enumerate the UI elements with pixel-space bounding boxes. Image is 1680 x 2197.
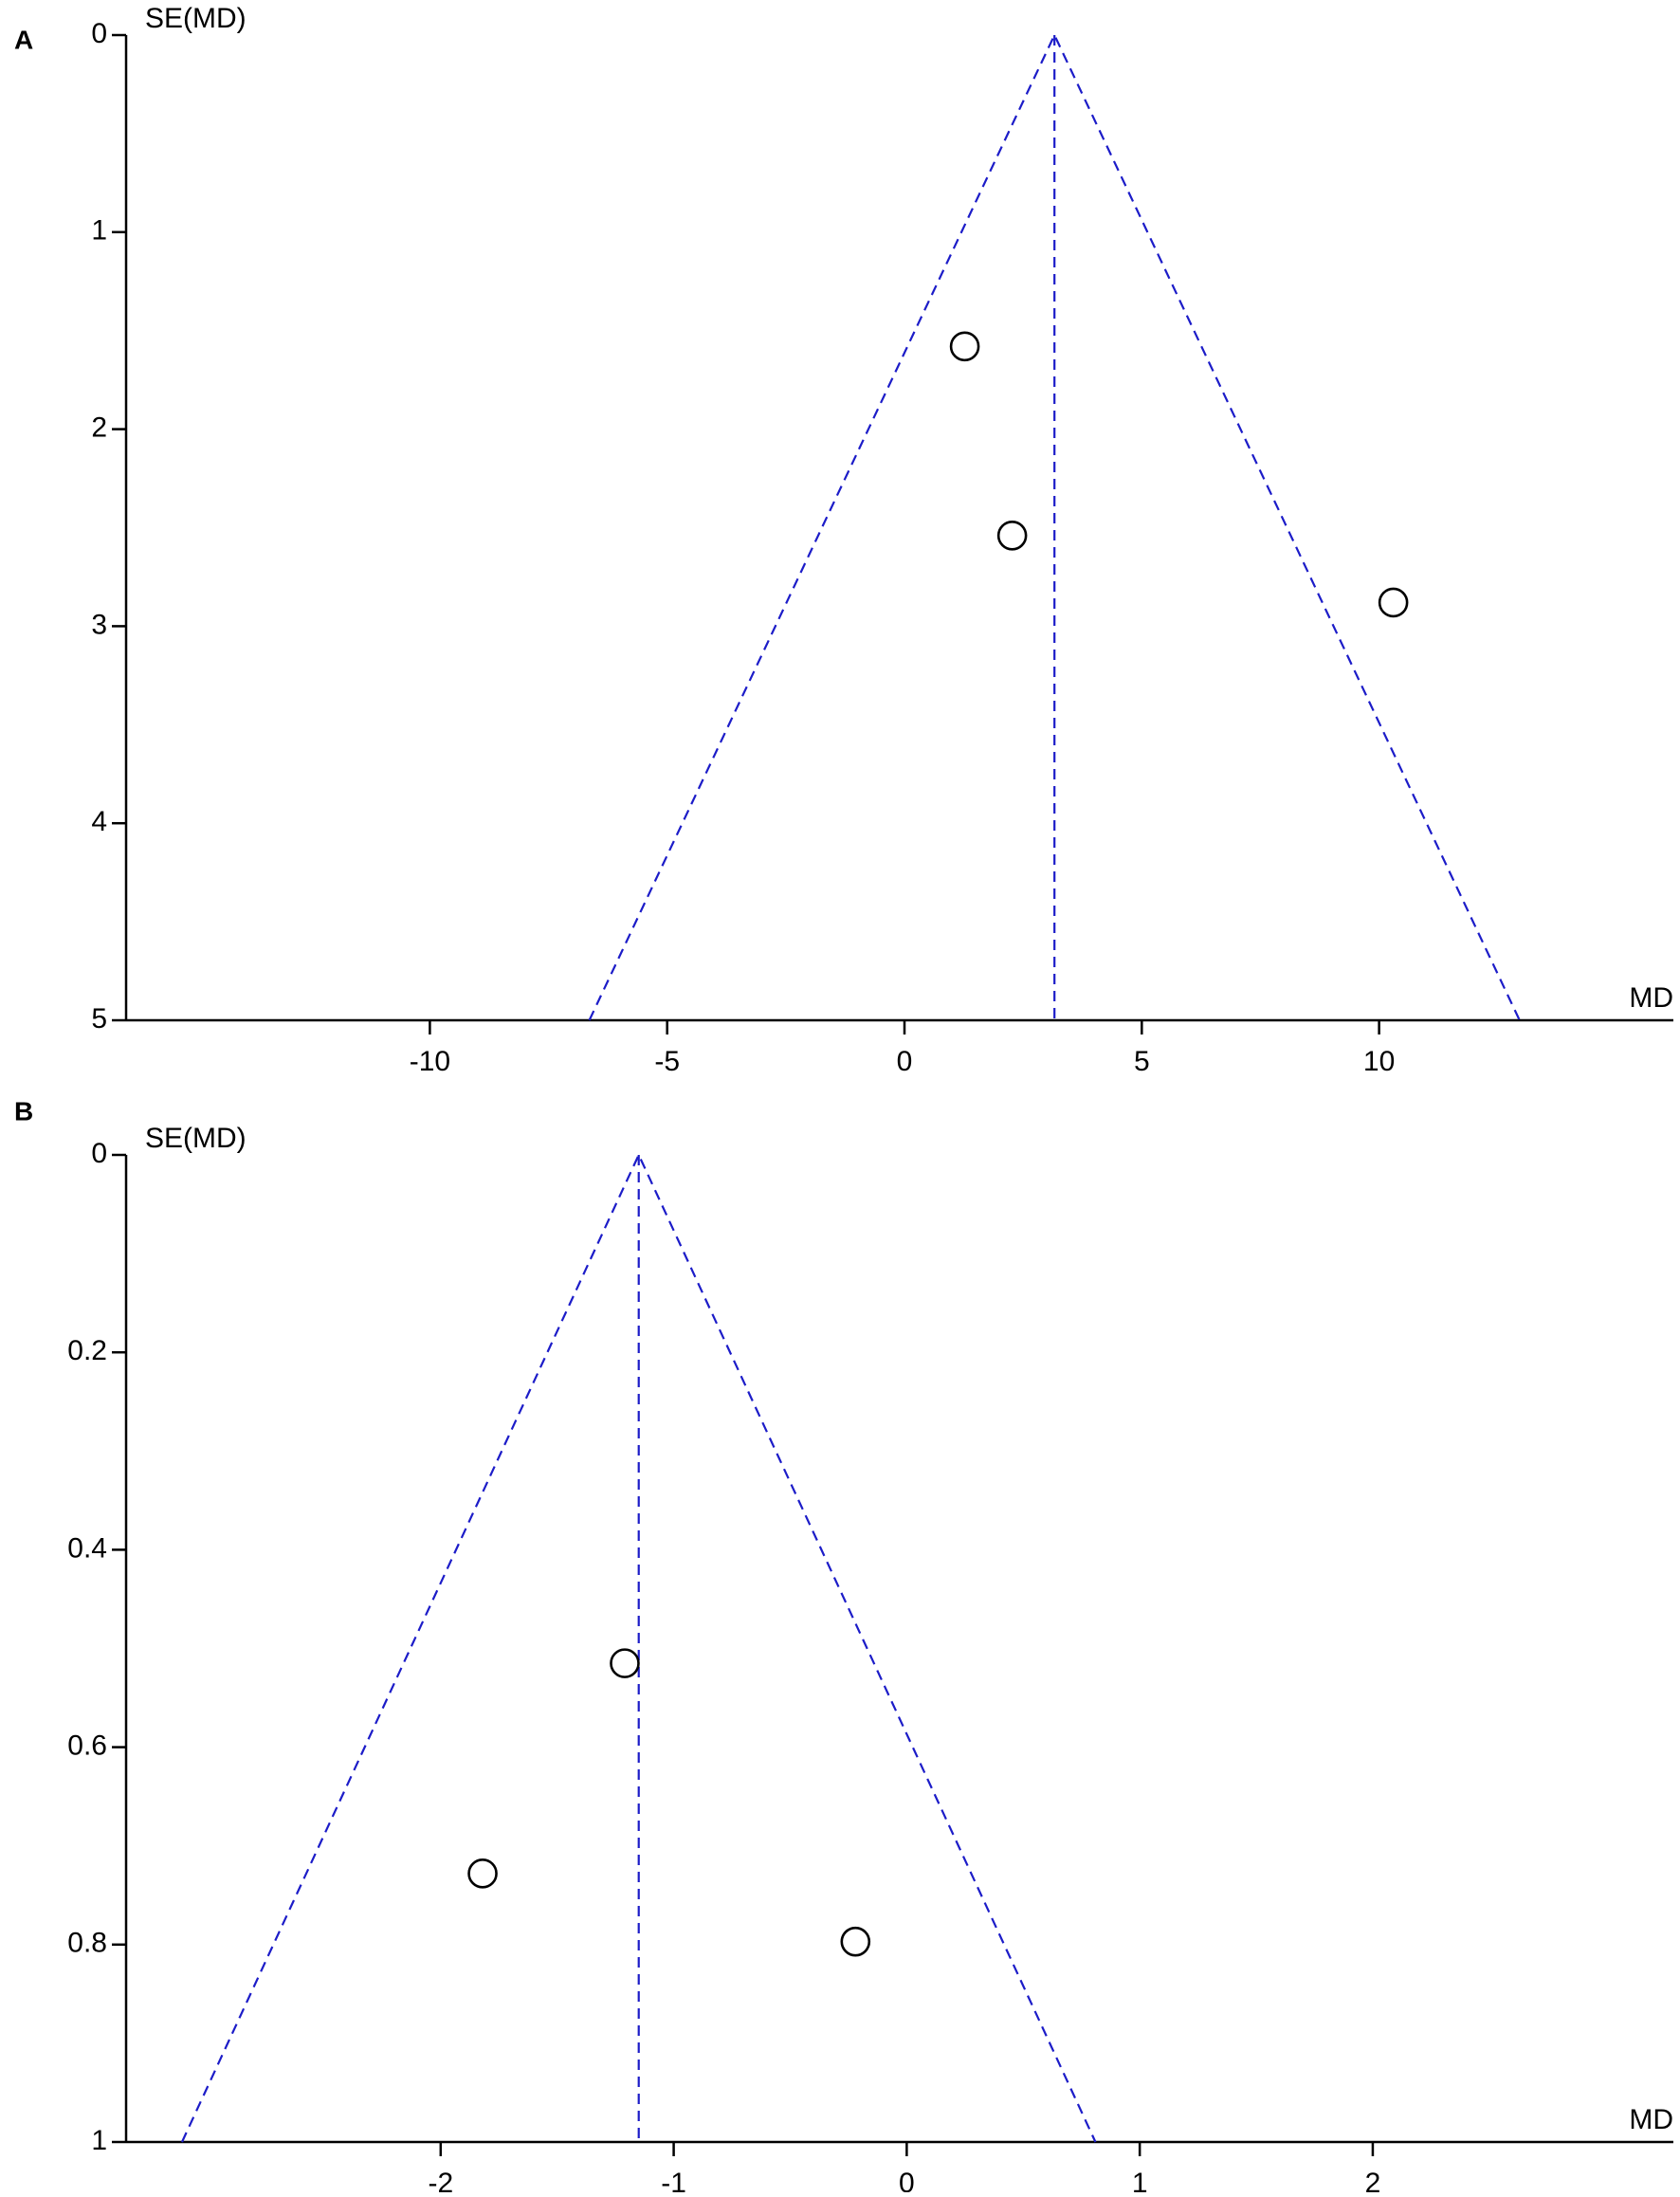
y-axis-label: SE(MD) [145,1123,247,1154]
x-tick-label: -2 [428,2168,453,2192]
y-tick-label: 4 [91,806,107,837]
y-tick-label: 0.8 [67,1928,107,1959]
funnel-line [180,1152,1097,2143]
x-tick-label: 0 [899,2168,915,2192]
study-point [840,1926,871,1957]
y-tick-label: 2 [91,412,107,444]
study-point [949,331,980,362]
x-axis-label: MD [1629,982,1673,1014]
x-tick-label: 10 [1363,1046,1395,1077]
y-tick-label: 0.6 [67,1730,107,1762]
x-tick-label: 1 [1132,2168,1148,2192]
x-tick-label: -5 [654,1046,680,1077]
funnel-line [588,32,1521,1021]
x-tick-label: 5 [1134,1046,1150,1077]
study-point [467,1858,498,1889]
y-axis-label: SE(MD) [145,3,247,34]
study-point [610,1648,640,1678]
y-tick-label: 3 [91,609,107,640]
y-tick-label: 0.2 [67,1335,107,1366]
x-tick-label: 2 [1365,2168,1381,2192]
y-tick-label: 0 [91,1138,107,1169]
panel-label: A [14,25,33,54]
y-tick-label: 5 [91,1003,107,1034]
y-tick-label: 0 [91,18,107,49]
study-point [996,521,1028,551]
panel-label: B [14,1096,33,1126]
y-tick-label: 1 [91,215,107,247]
y-tick-label: 1 [91,2125,107,2156]
study-point [1378,587,1409,618]
y-tick-label: 0.4 [67,1532,107,1564]
x-tick-label: 0 [897,1046,913,1077]
x-tick-label: -1 [661,2168,686,2192]
x-tick-label: -10 [410,1046,450,1077]
x-axis-label: MD [1629,2104,1673,2135]
